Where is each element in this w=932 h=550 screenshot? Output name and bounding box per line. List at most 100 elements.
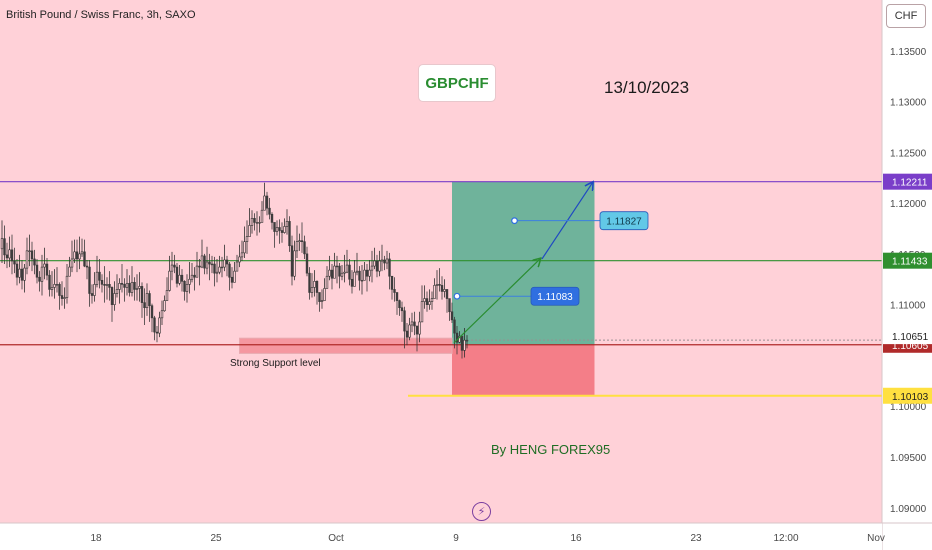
y-tick-label: 1.09000	[890, 504, 927, 515]
annotation-date: 13/10/2023	[604, 78, 690, 97]
candle-body	[448, 298, 451, 313]
candle-body	[113, 293, 116, 305]
candle-body	[53, 284, 56, 288]
support-zone	[239, 337, 453, 354]
currency-selector[interactable]: CHF	[886, 4, 926, 28]
candle-body	[80, 251, 84, 255]
y-tick-label: 1.13000	[890, 98, 927, 109]
candle-body	[28, 250, 31, 252]
candle-body	[260, 209, 264, 223]
candle-body	[198, 265, 201, 268]
candle-body	[205, 261, 209, 269]
candle-body	[35, 264, 39, 278]
marker-label-box	[530, 286, 580, 306]
candle-body	[408, 324, 411, 338]
candle-body	[48, 274, 51, 290]
candles-layer	[0, 182, 469, 359]
candle-body	[200, 255, 204, 268]
candle-body	[458, 335, 461, 343]
candle-body	[163, 300, 166, 312]
candle-body	[430, 298, 434, 302]
candle-body	[363, 269, 366, 281]
candle-body	[68, 266, 71, 277]
candle-body	[308, 272, 311, 293]
candle-body	[418, 321, 421, 335]
candle-body	[70, 258, 74, 268]
candle-body	[203, 255, 206, 269]
last-price-tag	[883, 328, 932, 345]
candle-body	[10, 249, 14, 262]
support-level-label: Strong Support level	[230, 358, 321, 369]
price-tag-1.10103	[883, 387, 932, 404]
candle-body	[135, 288, 139, 290]
marker-dot	[511, 217, 518, 225]
candle-body	[120, 283, 124, 285]
candle-body	[273, 222, 276, 232]
candle-body	[370, 265, 374, 271]
price-tag-1.12211	[883, 173, 932, 190]
candle-body	[173, 264, 176, 268]
candle-body	[380, 259, 384, 262]
candle-body	[348, 264, 351, 280]
candle-body	[268, 207, 271, 215]
profit-zone	[452, 181, 595, 345]
x-tick-label: 23	[690, 533, 702, 544]
candle-body	[88, 266, 91, 294]
candle-body	[130, 282, 134, 293]
candle-body	[248, 225, 251, 237]
candle-body	[145, 293, 149, 309]
candle-body	[103, 284, 106, 286]
candle-body	[215, 271, 219, 274]
candle-body	[393, 289, 396, 293]
candle-body	[298, 240, 301, 242]
candle-body	[13, 260, 16, 265]
candle-body	[100, 279, 104, 285]
candle-body	[188, 278, 191, 285]
candle-body	[168, 270, 171, 291]
candle-body	[65, 275, 69, 298]
candle-body	[270, 213, 274, 223]
x-tick-label: 12:00	[773, 533, 798, 544]
candle-body	[160, 310, 164, 319]
lightning-bolt-icon[interactable]: ⚡	[472, 502, 491, 521]
candle-body	[415, 325, 419, 335]
candle-body	[125, 283, 129, 288]
candle-body	[305, 253, 309, 274]
candle-body	[210, 263, 214, 266]
candle-body	[315, 281, 319, 293]
price-tag-text: 1.12211	[892, 178, 928, 189]
price-tag-1.11433	[883, 252, 932, 269]
candle-body	[398, 300, 401, 309]
x-tick-label: 9	[453, 533, 459, 544]
candle-body	[123, 284, 126, 288]
marker-label-1.11083: 1.11083	[537, 292, 573, 303]
y-tick-label: 1.09500	[890, 453, 927, 464]
candle-body	[8, 249, 11, 259]
candle-body	[338, 265, 341, 277]
candle-body	[105, 284, 109, 286]
candle-body	[50, 287, 54, 290]
candle-body	[283, 226, 286, 233]
price-lines-layer	[0, 181, 882, 397]
candle-body	[400, 307, 404, 312]
candle-body	[195, 265, 199, 278]
candle-body	[390, 275, 394, 290]
candle-body	[410, 321, 414, 326]
candle-body	[133, 282, 136, 290]
candle-body	[328, 269, 331, 277]
candle-body	[440, 285, 444, 292]
candle-body	[140, 286, 144, 303]
candle-body	[395, 292, 399, 301]
candle-body	[175, 266, 179, 284]
candle-body	[78, 253, 81, 260]
candle-body	[278, 227, 281, 231]
candle-body	[465, 339, 469, 342]
candle-body	[403, 310, 406, 332]
candle-body	[310, 287, 314, 293]
candle-body	[373, 260, 376, 267]
candle-body	[15, 263, 19, 278]
candle-body	[405, 330, 409, 338]
